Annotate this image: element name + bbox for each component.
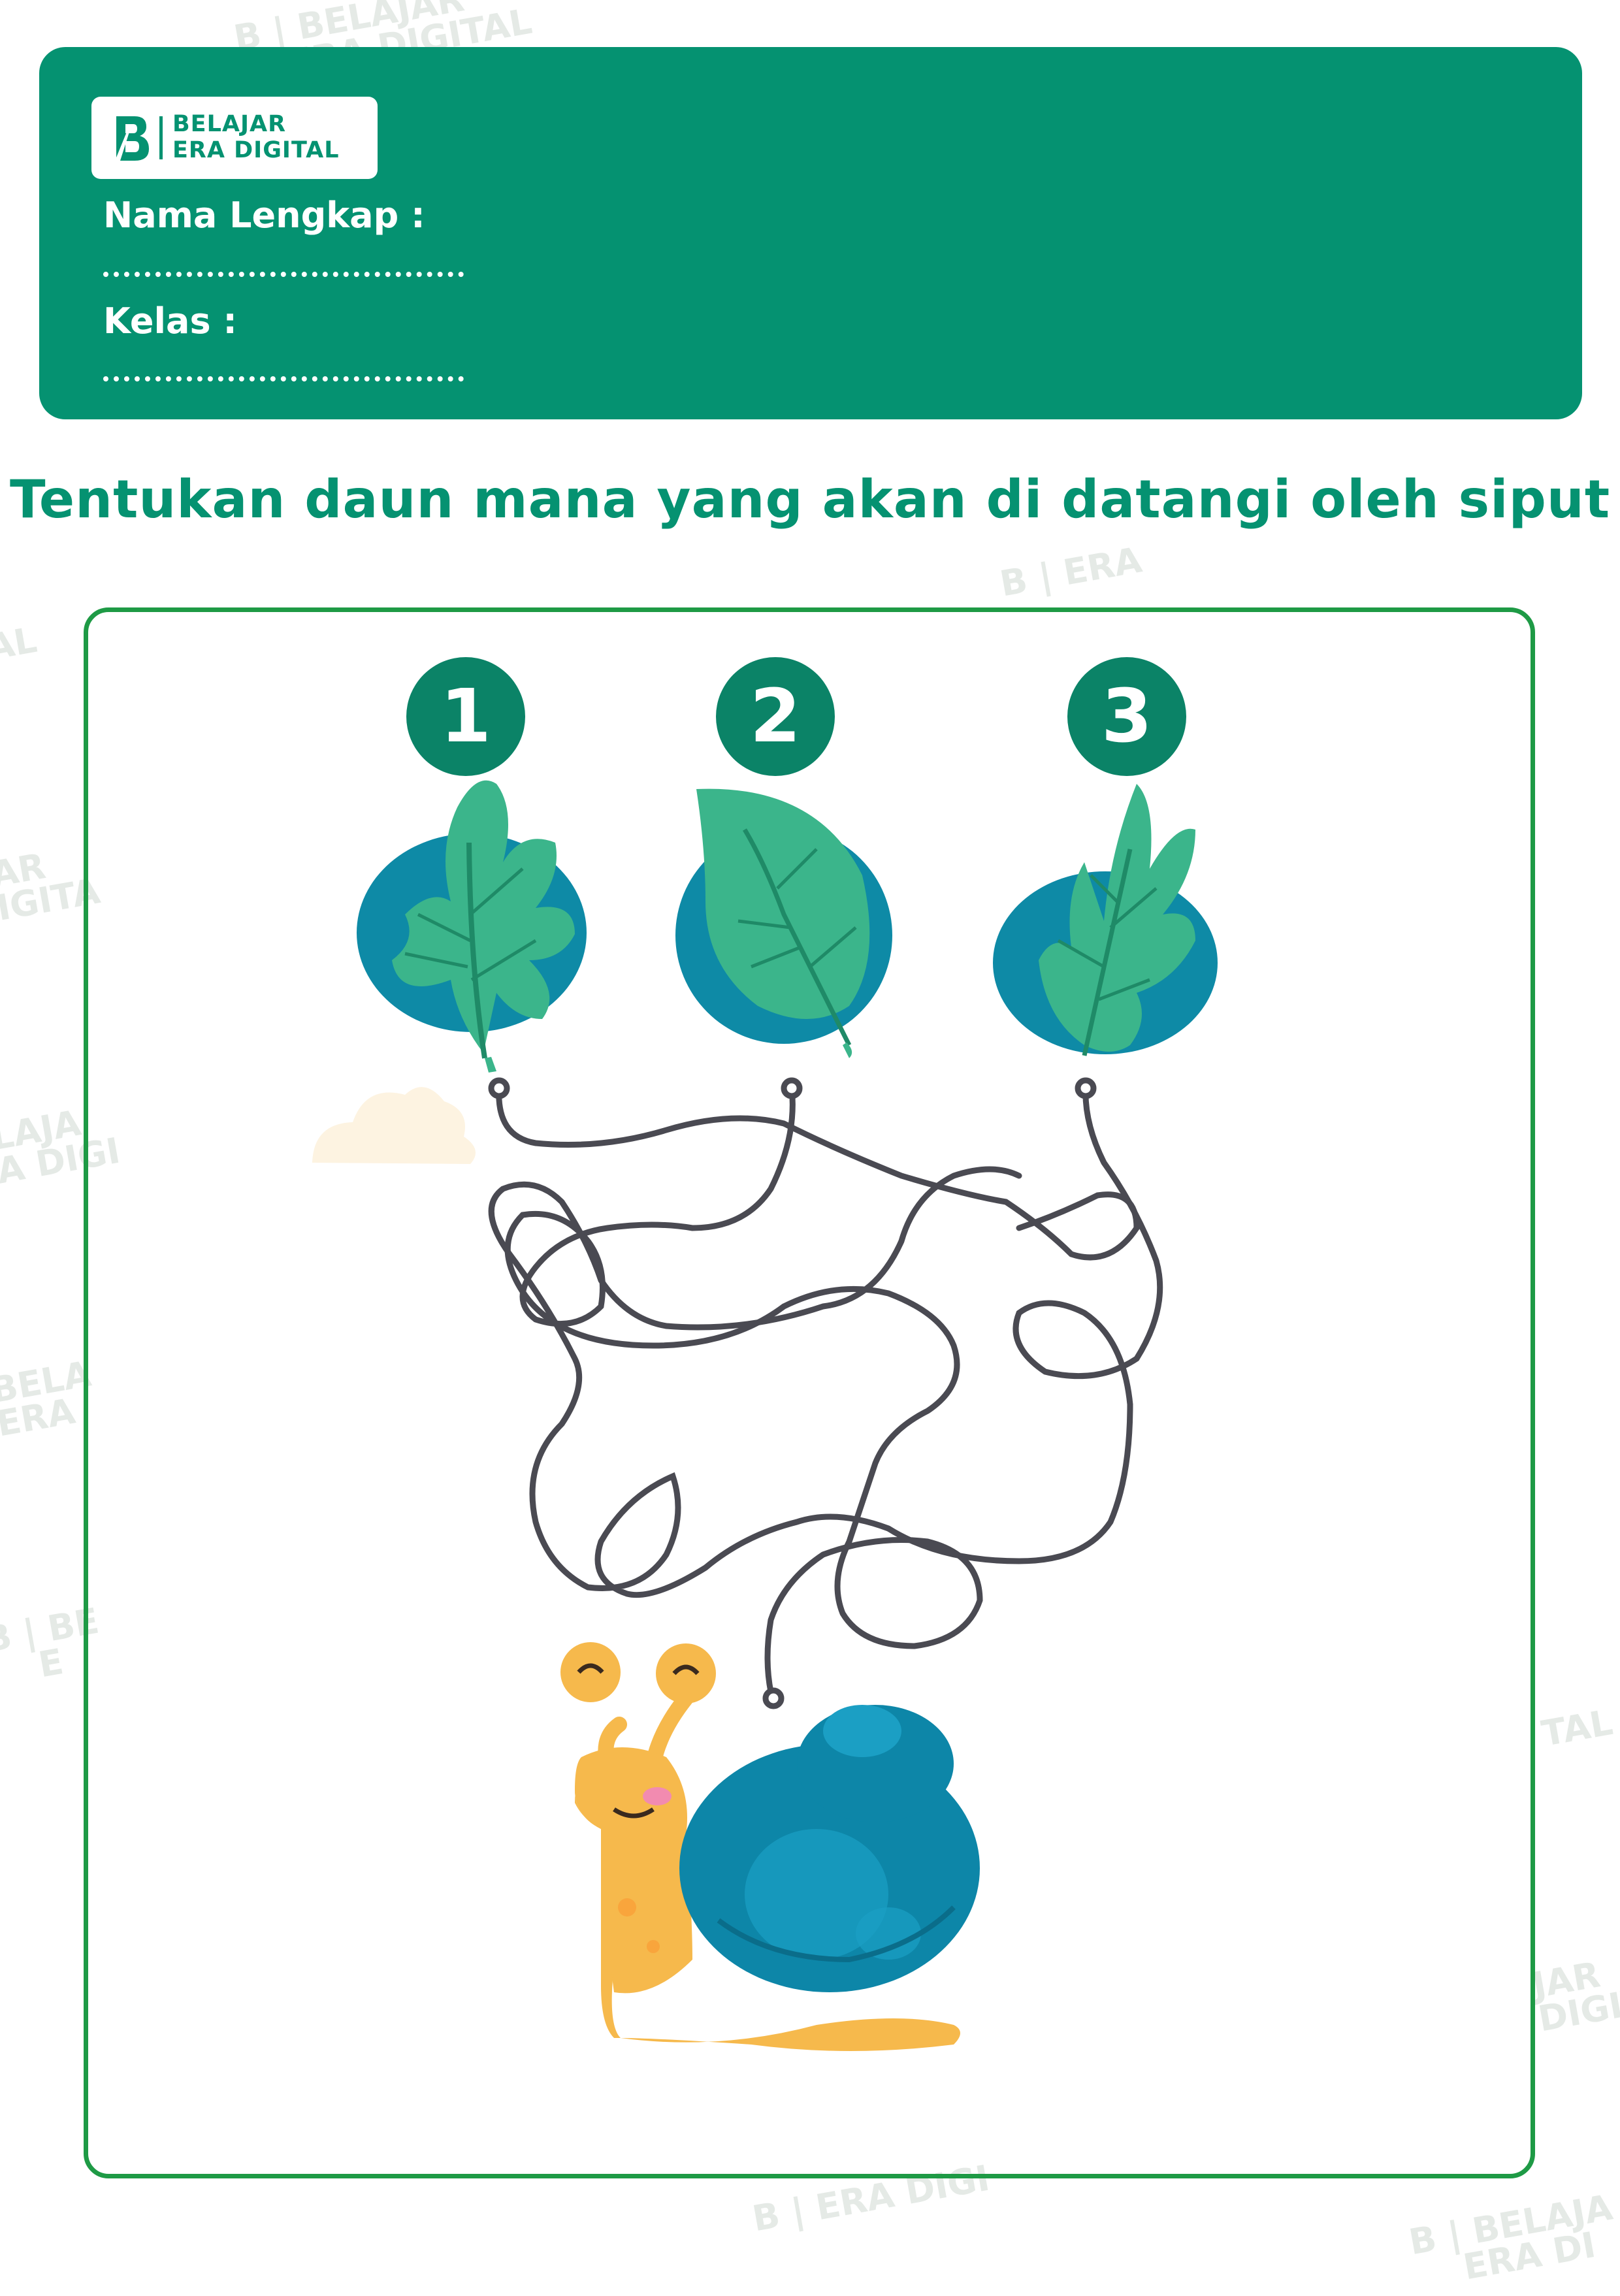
snail-icon: [560, 1642, 980, 2051]
choice-number-2[interactable]: 2: [716, 657, 835, 776]
brand-logo-icon: [115, 116, 149, 161]
student-info-header: BELAJAR ERA DIGITAL Nama Lengkap : Kelas…: [39, 47, 1582, 419]
brand-line-1: BELAJAR: [172, 111, 287, 137]
name-input-line[interactable]: [103, 272, 464, 277]
maze-paths: [488, 1077, 1163, 1709]
round-leaf-icon: [675, 788, 892, 1058]
choice-number-3[interactable]: 3: [1067, 657, 1186, 776]
path-from-leaf-3: [488, 1085, 1163, 1598]
activity-frame: [84, 607, 1535, 2178]
choice-number-1[interactable]: 1: [406, 657, 525, 776]
class-label: Kelas :: [103, 300, 238, 342]
instruction-text: Tentukan daun mana yang akan di datangi …: [9, 469, 1611, 530]
brand-logo: BELAJAR ERA DIGITAL: [91, 97, 378, 179]
brand-line-2: ERA DIGITAL: [172, 137, 340, 163]
cloud-decoration: [312, 1087, 476, 1164]
fern-leaf-icon: [993, 784, 1218, 1056]
oak-leaf-icon: [357, 780, 587, 1073]
name-label: Nama Lengkap :: [103, 195, 425, 236]
path-from-leaf-2: [504, 1085, 983, 1695]
logo-divider: [159, 116, 163, 159]
class-input-line[interactable]: [103, 376, 464, 381]
